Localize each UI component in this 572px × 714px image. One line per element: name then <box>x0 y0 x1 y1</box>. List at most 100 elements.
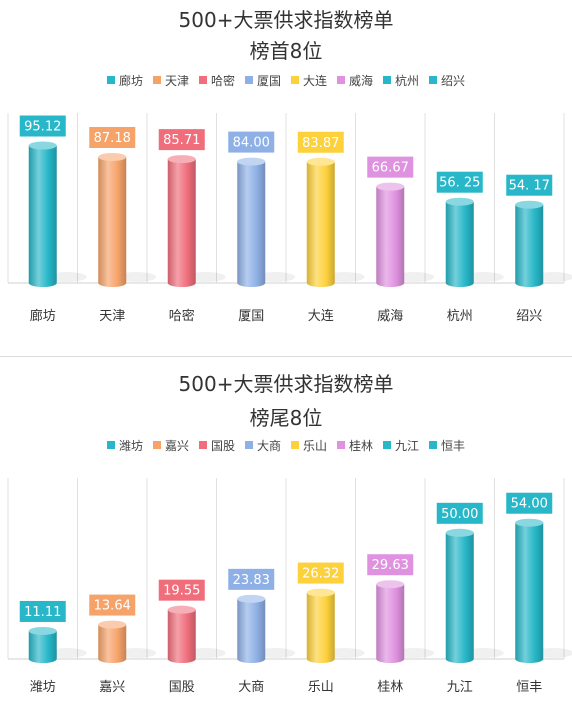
chart-bottom: 500+大票供求指数榜单 榜尾8位 潍坊 嘉兴 国股 大商 乐山 桂林 九江 恒丰 11.11… <box>0 357 572 701</box>
legend: 潍坊 嘉兴 国股 大商 乐山 桂林 九江 恒丰 <box>0 436 572 454</box>
legend-swatch <box>152 441 161 449</box>
legend-swatch <box>152 76 161 84</box>
legend-item: 恒丰 <box>429 437 465 454</box>
bar <box>28 630 57 663</box>
bar-top <box>306 588 335 597</box>
legend-swatch <box>106 76 115 84</box>
x-tick-label: 桂林 <box>377 680 403 695</box>
data-label-box <box>228 568 275 590</box>
data-label: 50.00 <box>441 507 478 522</box>
x-tick-label: 廊坊 <box>30 308 56 324</box>
legend-swatch <box>244 76 253 84</box>
x-tick-label: 恒丰 <box>516 680 542 695</box>
bar-top <box>167 605 196 614</box>
legend-label: 九江 <box>395 438 420 453</box>
bar <box>98 624 127 663</box>
legend-label: 哈密 <box>210 73 235 88</box>
data-label-box <box>158 579 205 601</box>
data-label: 84.00 <box>233 136 270 151</box>
bar <box>515 522 544 663</box>
legend-swatch <box>198 441 207 449</box>
data-label-box <box>367 554 414 576</box>
legend-item: 威海 <box>337 72 373 89</box>
data-label: 87.18 <box>94 131 131 146</box>
plot-area: 95.12 廊坊 87.18 天津 85.71 哈密 84.00 厦国 83.87 大连 66.67… <box>7 113 572 324</box>
bar <box>445 201 474 287</box>
bar-top <box>306 157 335 166</box>
legend-swatch <box>337 441 346 449</box>
legend-item: 九江 <box>383 437 419 454</box>
data-label: 83.87 <box>302 136 339 151</box>
data-label-box <box>19 600 66 622</box>
bar <box>376 584 405 663</box>
bar <box>445 532 474 663</box>
legend-label: 杭州 <box>395 73 420 88</box>
bar-top <box>98 620 127 629</box>
data-label-box <box>228 131 275 153</box>
legend-item: 嘉兴 <box>152 437 189 454</box>
legend-label: 廊坊 <box>118 73 143 88</box>
data-label: 54. 17 <box>509 179 550 194</box>
legend-item: 大连 <box>291 72 327 89</box>
bar <box>167 609 196 663</box>
data-label-box <box>297 131 344 153</box>
data-label: 23.83 <box>233 573 270 588</box>
bar-top <box>28 626 57 635</box>
bar <box>515 204 544 287</box>
legend-item: 厦国 <box>244 72 281 89</box>
plot-area: 11.11 潍坊 13.64 嘉兴 19.55 国股 23.83 大商 26.32 乐山 29.63… <box>7 478 572 695</box>
data-label-box <box>158 129 205 151</box>
data-label: 66.67 <box>372 161 409 176</box>
data-label-box <box>436 171 483 193</box>
data-label-box <box>367 156 414 178</box>
data-label: 13.64 <box>94 599 131 614</box>
data-label-box <box>89 594 136 616</box>
legend-label: 国股 <box>210 438 235 453</box>
data-label: 54.00 <box>511 497 548 512</box>
legend-swatch <box>244 441 253 449</box>
legend-item: 杭州 <box>383 72 419 89</box>
x-tick-label: 乐山 <box>308 680 334 695</box>
chart-subtitle: 榜首8位 <box>249 39 323 63</box>
x-tick-label: 潍坊 <box>30 680 56 695</box>
legend-swatch <box>383 76 392 84</box>
legend-item: 潍坊 <box>106 437 143 454</box>
data-label: 26.32 <box>302 567 339 582</box>
bar <box>376 186 405 287</box>
bar-top <box>445 528 474 537</box>
data-label-box <box>19 115 66 137</box>
x-tick-label: 威海 <box>377 309 403 324</box>
data-label: 19.55 <box>163 584 200 599</box>
legend-label: 恒丰 <box>441 438 466 453</box>
legend-swatch <box>429 441 438 449</box>
data-label: 56. 25 <box>439 176 480 191</box>
legend-label: 乐山 <box>303 438 328 453</box>
data-label: 95.12 <box>24 120 61 135</box>
legend-item: 廊坊 <box>106 72 143 89</box>
legend-label: 嘉兴 <box>164 438 189 453</box>
chart-top: 500+大票供求指数榜单 榜首8位 廊坊 天津 哈密 厦国 大连 威海 杭州 绍兴 95.12… <box>0 0 572 350</box>
bar-top <box>98 152 127 161</box>
legend-label: 厦国 <box>256 73 281 88</box>
data-label: 11.11 <box>24 605 61 620</box>
legend: 廊坊 天津 哈密 厦国 大连 威海 杭州 绍兴 <box>0 71 572 89</box>
legend-label: 潍坊 <box>118 438 143 453</box>
chart-subtitle: 榜尾8位 <box>249 406 323 430</box>
legend-label: 绍兴 <box>441 73 466 88</box>
bar <box>306 592 335 663</box>
bar-top <box>28 141 57 150</box>
data-label-box <box>297 562 344 584</box>
chart-title: 500+大票供求指数榜单 <box>178 372 394 396</box>
legend-item: 乐山 <box>291 437 327 454</box>
bar <box>98 156 127 287</box>
x-tick-label: 天津 <box>99 309 125 324</box>
data-label-box <box>506 492 553 514</box>
bar-top <box>376 182 405 191</box>
x-tick-label: 厦国 <box>238 309 264 324</box>
legend-item: 国股 <box>198 437 235 454</box>
bar <box>237 598 266 663</box>
legend-item: 哈密 <box>198 72 235 89</box>
bar-top <box>515 518 544 527</box>
x-tick-label: 嘉兴 <box>99 680 125 695</box>
x-tick-label: 大连 <box>308 308 334 324</box>
